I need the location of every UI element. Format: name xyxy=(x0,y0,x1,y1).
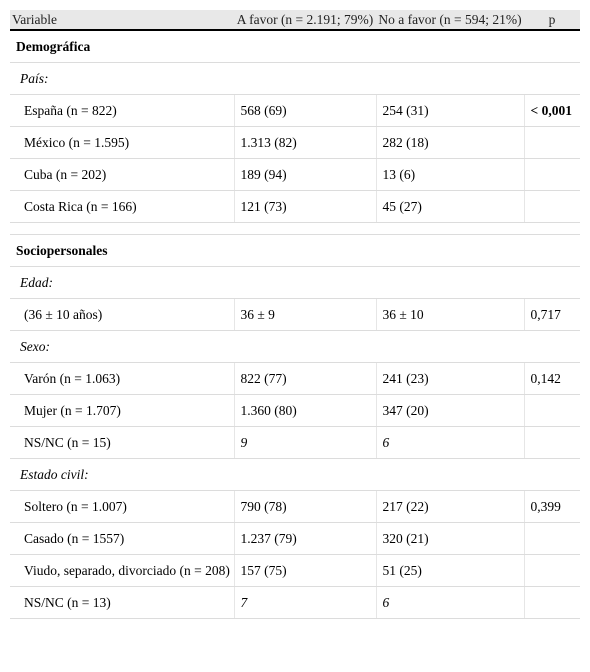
row-label: México (n = 1.595) xyxy=(10,126,234,159)
header-row: Variable A favor (n = 2.191; 79%) No a fav… xyxy=(10,10,580,31)
empty-cell xyxy=(523,522,580,555)
spacer-cell xyxy=(10,222,580,235)
data-row: Cuba (n = 202) 189 (94) 13 (6) xyxy=(10,158,580,191)
data-row: Costa Rica (n = 166) 121 (73) 45 (27) xyxy=(10,190,580,223)
table-body: Demográfica País: España (n = 822) 568 (69)… xyxy=(10,30,580,619)
value-cell: 45 (27) xyxy=(375,190,524,223)
group-row: País: xyxy=(10,62,580,95)
p-value: < 0,001 xyxy=(523,94,580,127)
data-row: NS/NC (n = 13) 7 6 xyxy=(10,586,580,619)
group-label: Edad: xyxy=(10,266,580,299)
header-cell: No a favor (n = 594; 21%) xyxy=(376,10,524,31)
header-cell: A favor (n = 2.191; 79%) xyxy=(234,10,376,31)
group-label: Sexo: xyxy=(10,330,580,363)
header-cell: Variable xyxy=(10,10,234,31)
value-cell: 320 (21) xyxy=(375,522,524,555)
data-row: Soltero (n = 1.007) 790 (78) 217 (22) 0,399 xyxy=(10,490,580,523)
header-cell: p xyxy=(524,10,580,31)
empty-cell xyxy=(523,158,580,191)
p-value: 0,142 xyxy=(523,362,580,395)
row-label: Varón (n = 1.063) xyxy=(10,362,234,395)
data-row: Casado (n = 1557) 1.237 (79) 320 (21) xyxy=(10,522,580,555)
group-row: Sexo: xyxy=(10,330,580,363)
section-row: Sociopersonales xyxy=(10,234,580,267)
section-row: Demográfica xyxy=(10,30,580,63)
row-label: Casado (n = 1557) xyxy=(10,522,234,555)
row-label: NS/NC (n = 15) xyxy=(10,426,234,459)
data-row: Varón (n = 1.063) 822 (77) 241 (23) 0,142 xyxy=(10,362,580,395)
value-cell: 1.360 (80) xyxy=(233,394,376,427)
p-value: 0,399 xyxy=(523,490,580,523)
empty-cell xyxy=(523,190,580,223)
row-label: España (n = 822) xyxy=(10,94,234,127)
value-cell: 9 xyxy=(233,426,376,459)
value-cell: 157 (75) xyxy=(233,554,376,587)
empty-cell xyxy=(523,554,580,587)
row-label: (36 ± 10 años) xyxy=(10,298,234,331)
group-row: Estado civil: xyxy=(10,458,580,491)
value-cell: 217 (22) xyxy=(375,490,524,523)
value-cell: 1.237 (79) xyxy=(233,522,376,555)
value-cell: 1.313 (82) xyxy=(233,126,376,159)
value-cell: 51 (25) xyxy=(375,554,524,587)
row-label: Soltero (n = 1.007) xyxy=(10,490,234,523)
data-row: NS/NC (n = 15) 9 6 xyxy=(10,426,580,459)
value-cell: 347 (20) xyxy=(375,394,524,427)
empty-cell xyxy=(523,586,580,619)
empty-cell xyxy=(523,394,580,427)
value-cell: 241 (23) xyxy=(375,362,524,395)
value-cell: 13 (6) xyxy=(375,158,524,191)
value-cell: 822 (77) xyxy=(233,362,376,395)
value-cell: 790 (78) xyxy=(233,490,376,523)
p-value: 0,717 xyxy=(523,298,580,331)
table-header: Variable A favor (n = 2.191; 79%) No a fav… xyxy=(10,10,580,31)
value-cell: 282 (18) xyxy=(375,126,524,159)
section-title: Sociopersonales xyxy=(10,234,580,267)
data-table: Variable A favor (n = 2.191; 79%) No a fav… xyxy=(10,10,580,619)
row-label: NS/NC (n = 13) xyxy=(10,586,234,619)
spacer-row xyxy=(10,222,580,235)
section-title: Demográfica xyxy=(10,30,580,63)
value-cell: 121 (73) xyxy=(233,190,376,223)
value-cell: 568 (69) xyxy=(233,94,376,127)
row-label: Costa Rica (n = 166) xyxy=(10,190,234,223)
group-row: Edad: xyxy=(10,266,580,299)
data-row: (36 ± 10 años) 36 ± 9 36 ± 10 0,717 xyxy=(10,298,580,331)
empty-cell xyxy=(523,126,580,159)
value-cell: 7 xyxy=(233,586,376,619)
group-label: Estado civil: xyxy=(10,458,580,491)
value-cell: 6 xyxy=(375,586,524,619)
value-cell: 36 ± 9 xyxy=(233,298,376,331)
group-label: País: xyxy=(10,62,580,95)
row-label: Cuba (n = 202) xyxy=(10,158,234,191)
data-row: México (n = 1.595) 1.313 (82) 282 (18) xyxy=(10,126,580,159)
data-row: España (n = 822) 568 (69) 254 (31) < 0,001 xyxy=(10,94,580,127)
empty-cell xyxy=(523,426,580,459)
data-row: Viudo, separado, divorciado (n = 208) 157… xyxy=(10,554,580,587)
value-cell: 189 (94) xyxy=(233,158,376,191)
value-cell: 36 ± 10 xyxy=(375,298,524,331)
row-label: Mujer (n = 1.707) xyxy=(10,394,234,427)
value-cell: 6 xyxy=(375,426,524,459)
row-label: Viudo, separado, divorciado (n = 208) xyxy=(10,554,234,587)
data-row: Mujer (n = 1.707) 1.360 (80) 347 (20) xyxy=(10,394,580,427)
value-cell: 254 (31) xyxy=(375,94,524,127)
